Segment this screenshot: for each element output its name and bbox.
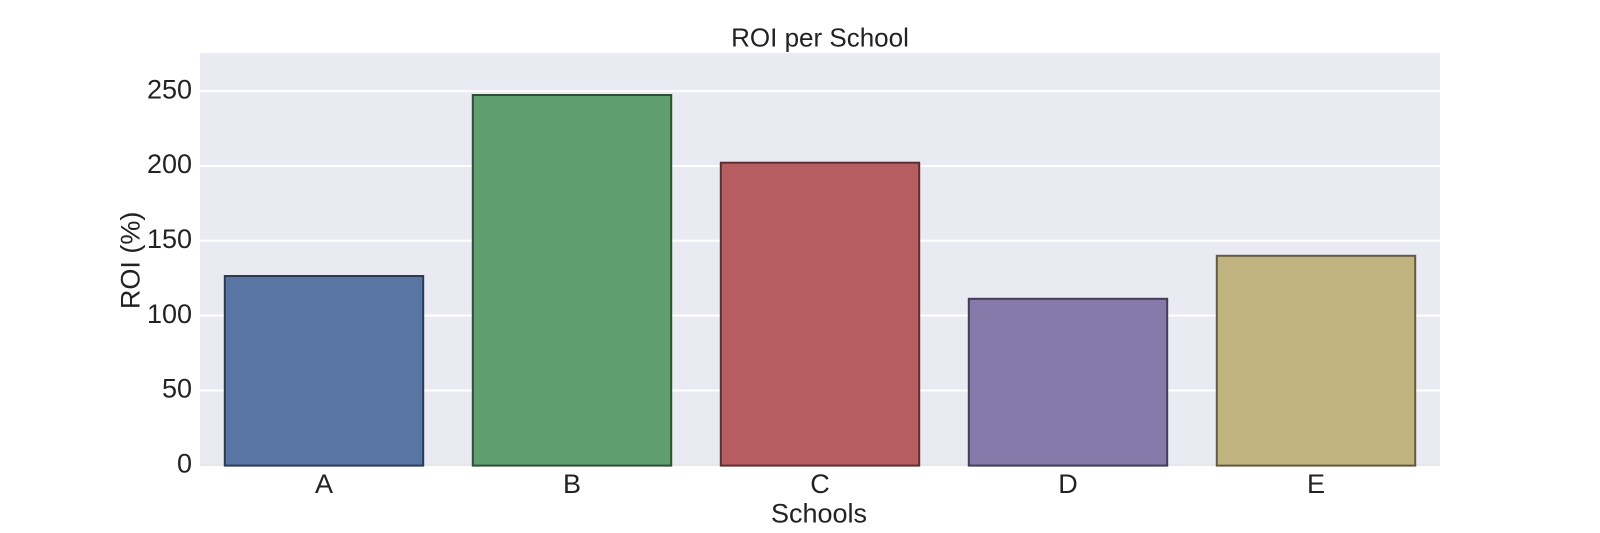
svg-text:0: 0 [177,449,192,479]
svg-text:100: 100 [147,299,192,329]
svg-text:D: D [1058,469,1078,499]
svg-text:Schools: Schools [771,499,867,529]
svg-text:C: C [810,469,830,499]
svg-text:250: 250 [147,74,192,104]
svg-text:200: 200 [147,149,192,179]
svg-text:E: E [1307,469,1325,499]
svg-text:ROI per School: ROI per School [731,23,909,53]
svg-text:150: 150 [147,224,192,254]
svg-text:A: A [315,469,333,499]
svg-text:B: B [563,469,581,499]
svg-text:50: 50 [162,374,192,404]
svg-text:ROI (%): ROI (%) [116,212,146,310]
